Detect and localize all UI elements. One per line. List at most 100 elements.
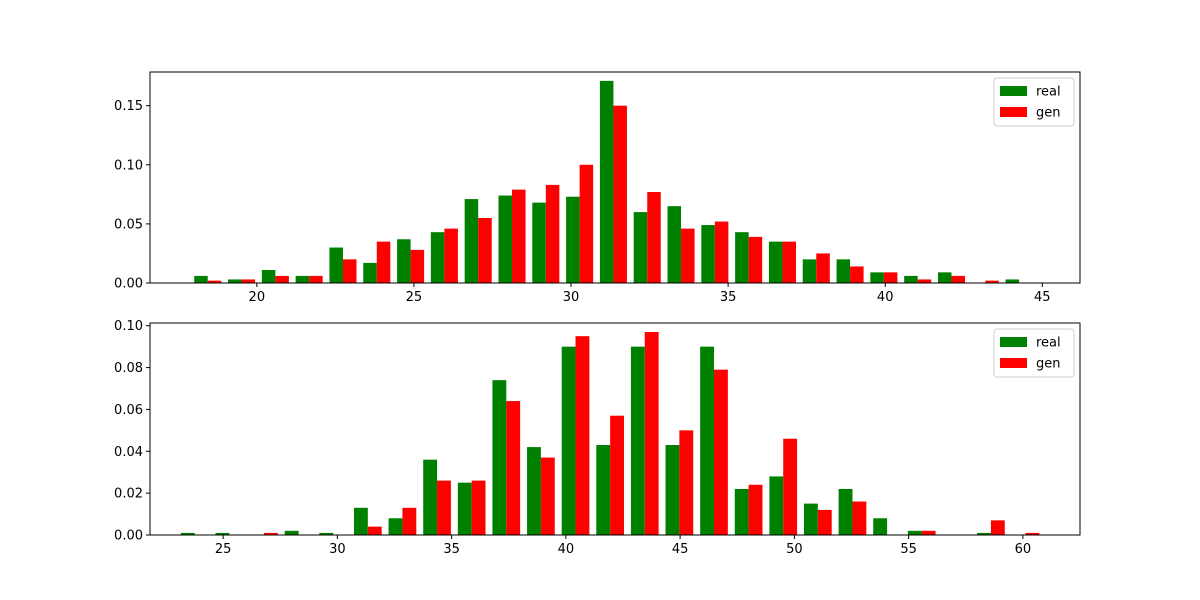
bar-real-14 <box>668 206 682 283</box>
bar-real-8 <box>458 483 472 535</box>
bar-real-10 <box>532 203 546 283</box>
bar-real-19 <box>837 259 851 283</box>
x-tick-label: 45 <box>1034 290 1051 305</box>
bar-real-9 <box>492 380 506 535</box>
bar-gen-6 <box>402 508 416 535</box>
bar-real-9 <box>498 196 512 283</box>
bar-real-21 <box>904 276 918 283</box>
bar-real-12 <box>596 445 610 535</box>
legend-box <box>994 329 1074 377</box>
bar-real-3 <box>296 276 310 283</box>
bar-real-16 <box>735 232 749 283</box>
legend: real gen <box>994 329 1074 377</box>
bar-real-11 <box>562 347 576 535</box>
bar-real-17 <box>769 242 783 283</box>
bar-real-20 <box>870 272 884 283</box>
bar-gen-2 <box>275 276 289 283</box>
bar-real-13 <box>634 212 648 283</box>
bar-gen-15 <box>715 222 729 283</box>
bar-real-15 <box>701 225 715 283</box>
y-tick-label: 0.10 <box>114 319 143 334</box>
bar-gen-21 <box>918 279 932 283</box>
bar-gen-16 <box>749 237 763 283</box>
bar-gen-6 <box>411 250 425 283</box>
legend-label-gen: gen <box>1036 357 1061 372</box>
bar-real-11 <box>566 197 580 283</box>
bar-gen-17 <box>783 439 797 535</box>
bar-real-18 <box>804 504 818 535</box>
x-tick-label: 50 <box>786 542 803 557</box>
bar-gen-23 <box>991 520 1005 535</box>
bar-real-24 <box>1006 279 1020 283</box>
x-tick-label: 40 <box>558 542 575 557</box>
x-tick-label: 30 <box>563 290 580 305</box>
y-tick-label: 0.05 <box>114 217 143 232</box>
y-tick-label: 0.02 <box>114 487 143 502</box>
bar-real-12 <box>600 81 614 283</box>
bar-gen-12 <box>610 416 624 535</box>
x-tick-label: 30 <box>329 542 346 557</box>
bar-gen-1 <box>242 279 256 283</box>
bar-real-7 <box>431 232 445 283</box>
bar-real-22 <box>938 272 952 283</box>
x-tick-label: 60 <box>1015 542 1032 557</box>
legend-swatch-real <box>1000 86 1027 96</box>
subplot-2: 25 30 35 40 45 50 55 60 0.00 0.02 0.04 0.06 0.08 0.10… <box>114 319 1080 557</box>
bar-real-6 <box>397 239 411 283</box>
bar-gen-11 <box>580 165 594 283</box>
bar-real-14 <box>666 445 680 535</box>
bar-gen-5 <box>377 242 391 283</box>
legend-swatch-gen <box>1000 358 1027 368</box>
legend: real gen <box>994 78 1074 126</box>
bar-gen-15 <box>714 370 728 535</box>
y-tick-label: 0.15 <box>114 99 143 114</box>
bar-gen-9 <box>506 401 520 535</box>
x-tick-label: 35 <box>443 542 460 557</box>
bar-gen-13 <box>647 192 661 283</box>
bar-gen-12 <box>613 106 627 283</box>
bar-real-13 <box>631 347 645 535</box>
y-tick-label: 0.04 <box>114 445 143 460</box>
x-tick-label: 40 <box>877 290 894 305</box>
bar-real-6 <box>389 518 403 535</box>
y-tick-label: 0.08 <box>114 361 143 376</box>
bar-real-0 <box>194 276 208 283</box>
bar-gen-7 <box>444 229 458 283</box>
bar-real-15 <box>700 347 714 535</box>
legend-swatch-gen <box>1000 107 1027 117</box>
bar-gen-8 <box>478 218 492 283</box>
x-tick-label: 45 <box>672 542 689 557</box>
x-tick-label: 25 <box>215 542 232 557</box>
bar-gen-4 <box>343 259 357 283</box>
bar-real-5 <box>354 508 368 535</box>
bar-gen-19 <box>852 502 866 535</box>
subplot-1: 20 25 30 35 40 45 0.00 0.05 0.10 0.15 real gen <box>114 72 1080 305</box>
bar-gen-13 <box>645 332 659 535</box>
bar-gen-19 <box>850 266 864 283</box>
bar-gen-14 <box>681 229 695 283</box>
bar-real-8 <box>465 199 479 283</box>
bar-real-20 <box>873 518 887 535</box>
bar-real-16 <box>735 489 749 535</box>
bar-gen-10 <box>541 458 555 535</box>
bar-gen-20 <box>884 272 898 283</box>
bar-real-10 <box>527 447 541 535</box>
bar-real-17 <box>769 476 783 535</box>
legend-swatch-real <box>1000 337 1027 347</box>
bar-real-3 <box>285 531 299 535</box>
bar-gen-18 <box>818 510 832 535</box>
bar-real-21 <box>908 531 922 535</box>
bar-real-18 <box>803 259 817 283</box>
x-tick-label: 20 <box>249 290 266 305</box>
bar-gen-10 <box>546 185 560 283</box>
bar-gen-9 <box>512 190 526 283</box>
bar-gen-8 <box>472 481 486 535</box>
y-tick-label: 0.00 <box>114 529 143 544</box>
legend-label-gen: gen <box>1036 106 1061 121</box>
bar-real-19 <box>839 489 853 535</box>
bar-gen-22 <box>952 276 966 283</box>
y-tick-label: 0.06 <box>114 403 143 418</box>
x-tick-label: 35 <box>720 290 737 305</box>
bar-gen-7 <box>437 481 451 535</box>
